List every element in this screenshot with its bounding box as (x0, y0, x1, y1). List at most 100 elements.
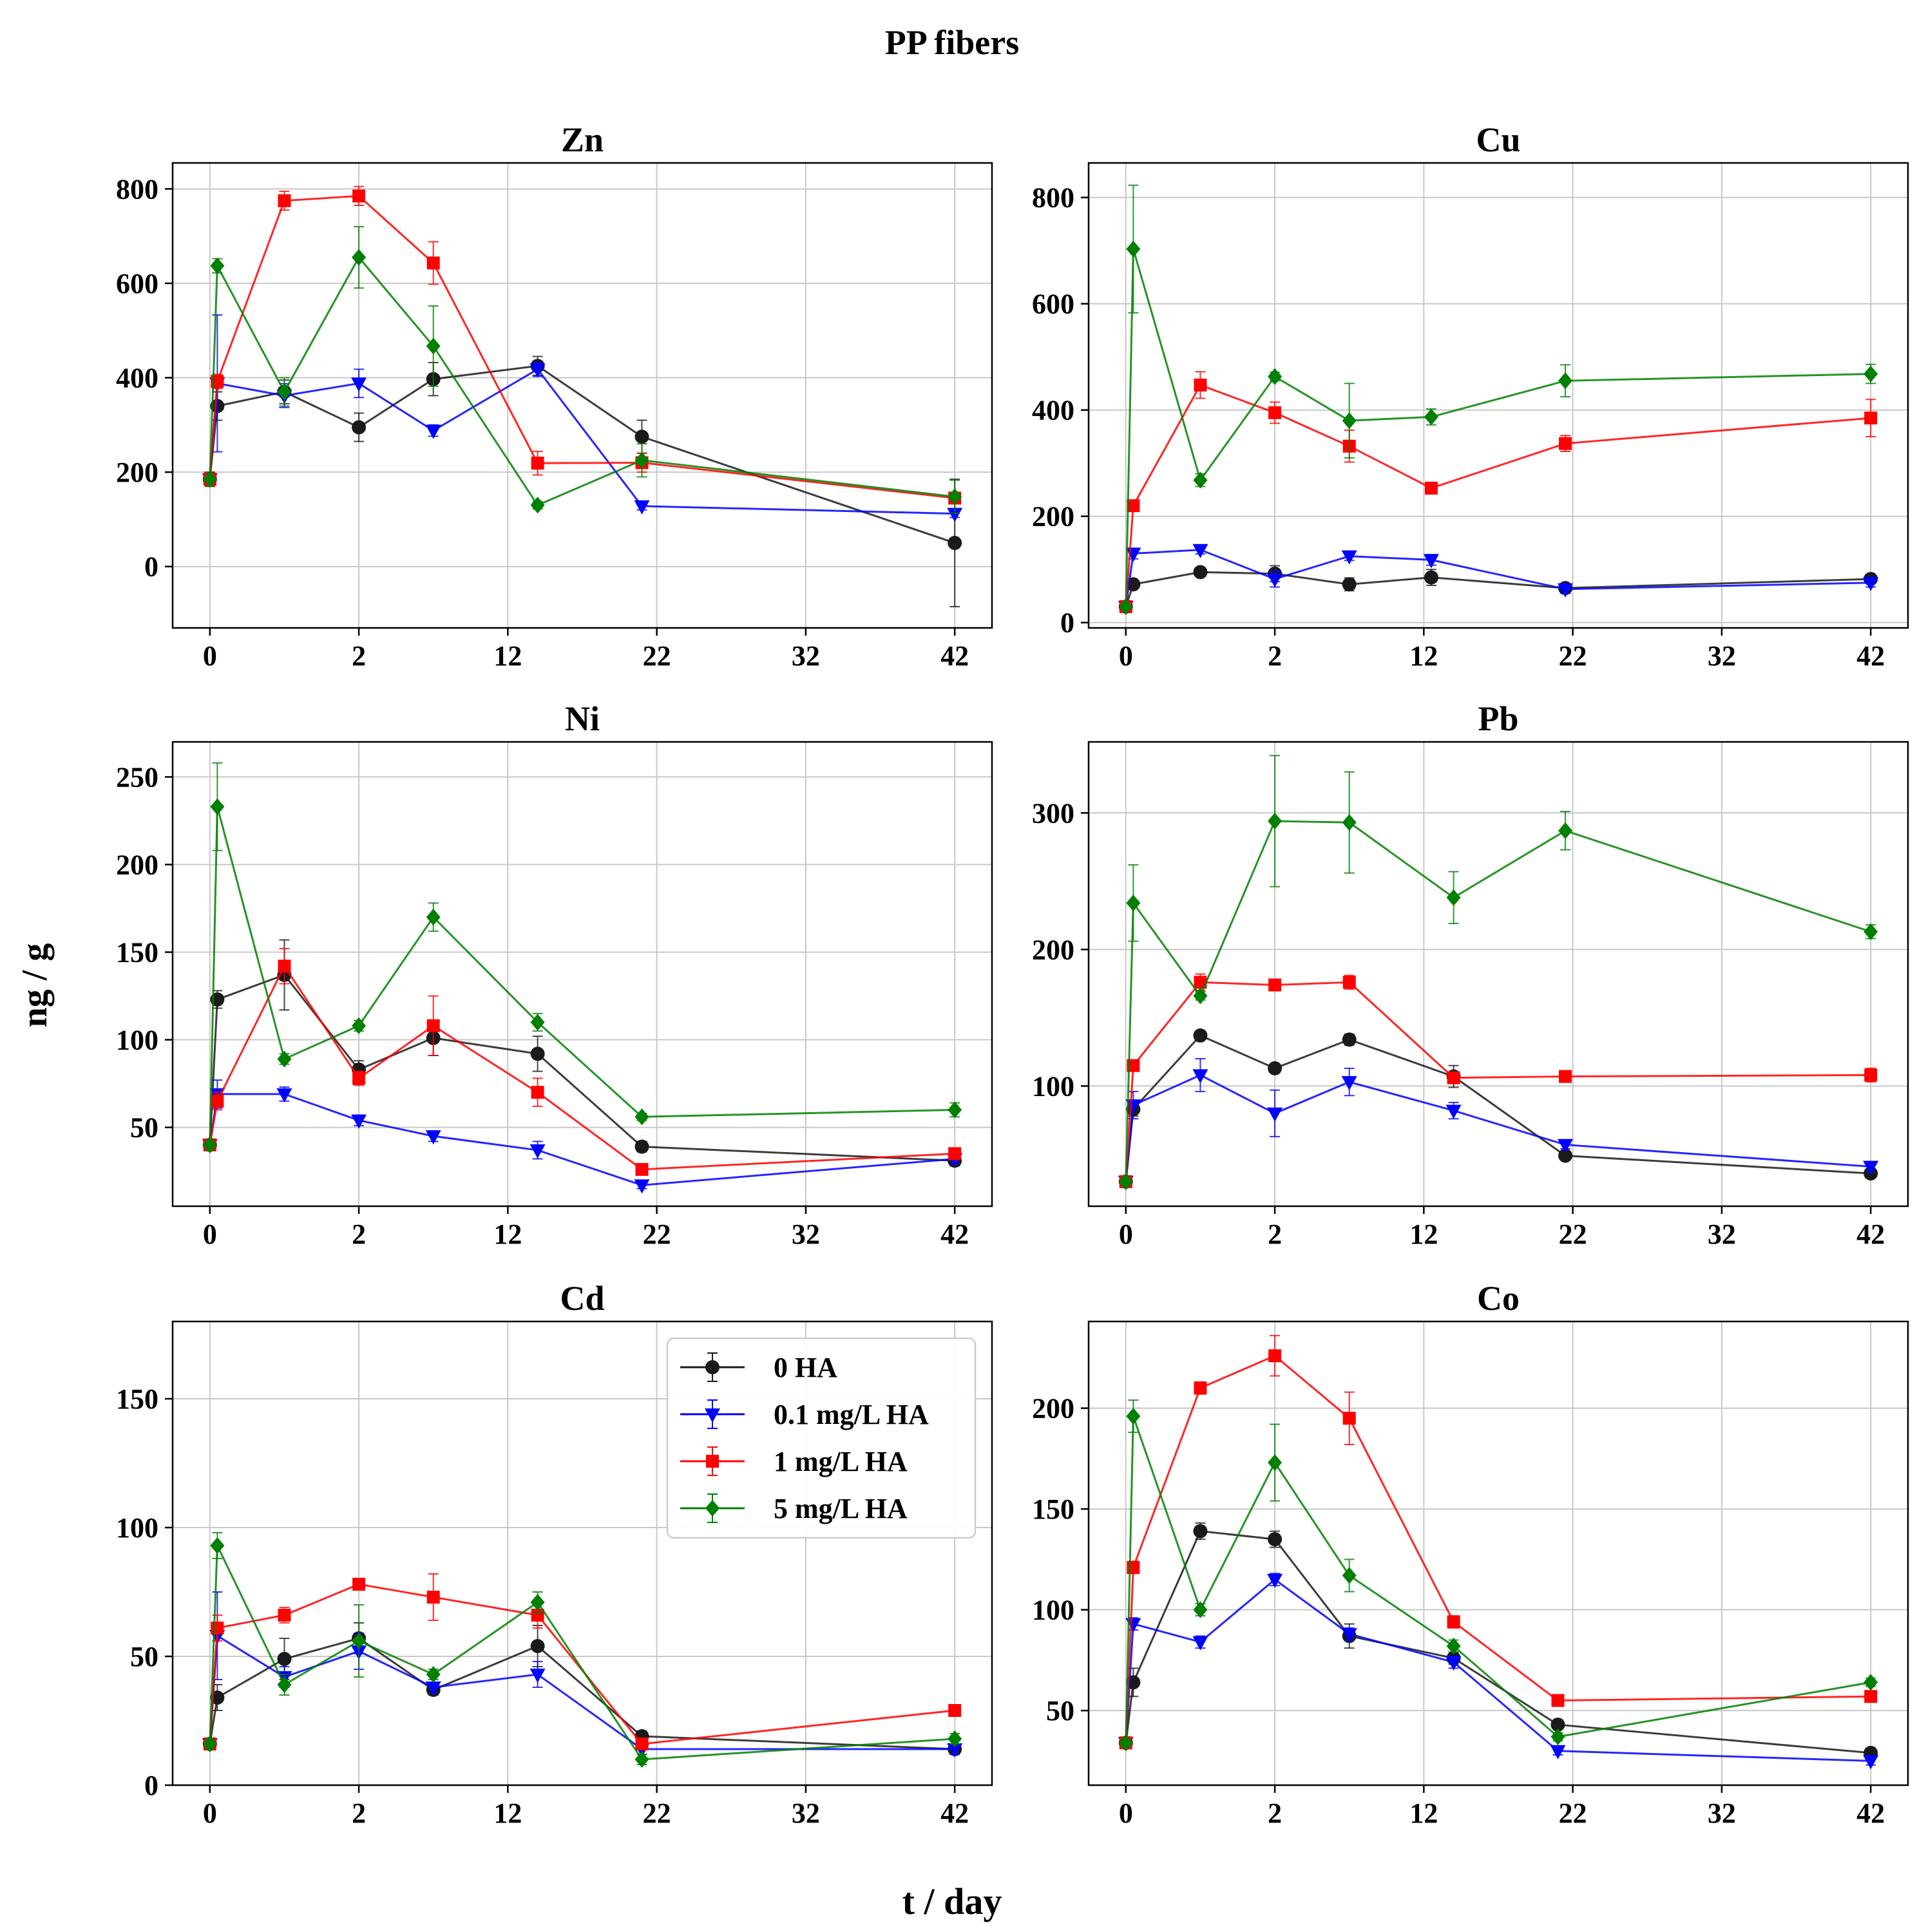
y-tick-label: 200 (1032, 1393, 1074, 1425)
legend-entry: 1 mg/L HA (680, 1446, 908, 1477)
axes-frame (171, 741, 993, 1208)
data-point (1559, 437, 1572, 450)
x-tick-label: 22 (1559, 640, 1587, 672)
y-tick-label: 600 (116, 268, 158, 299)
legend-label: 0.1 mg/L HA (774, 1399, 929, 1430)
data-point (1864, 1068, 1878, 1082)
data-point (1550, 1718, 1565, 1732)
data-point (425, 1130, 441, 1145)
series-line (209, 964, 955, 1171)
series-2 (1119, 371, 1878, 613)
data-point (1864, 1690, 1878, 1703)
legend-marker (705, 1500, 720, 1517)
subplot-cu: Cu 0 2 12 22 32 42 0 200 400 600 800 (1032, 120, 1909, 672)
data-point (1447, 1615, 1460, 1629)
data-point (1558, 1139, 1574, 1153)
series-3 (202, 1532, 962, 1768)
series-line (209, 1093, 955, 1186)
data-point (529, 363, 546, 378)
x-tick-label: 0 (1119, 1218, 1133, 1250)
data-point (352, 420, 367, 435)
data-point (1342, 577, 1357, 592)
y-tick-label: 0 (144, 551, 158, 583)
data-point (210, 257, 225, 274)
x-tick-label: 22 (1559, 1218, 1587, 1250)
data-point (1118, 1173, 1133, 1190)
data-point (1558, 1148, 1573, 1163)
data-point (278, 194, 291, 207)
y-tick-label: 100 (1032, 1595, 1074, 1626)
data-point (635, 1738, 649, 1750)
x-tick-label: 42 (940, 1218, 969, 1250)
data-point (1192, 1636, 1208, 1651)
data-point (1267, 1107, 1283, 1122)
series-1 (1118, 1573, 1879, 1770)
subplot-co: Co 0 2 12 22 32 42 50 100 150 200 (1032, 1279, 1909, 1829)
data-point (278, 1609, 291, 1622)
x-tick-label: 32 (1708, 1218, 1736, 1250)
data-point (634, 1179, 650, 1194)
y-tick-label: 50 (130, 1112, 158, 1144)
data-point (1126, 240, 1141, 258)
data-point (426, 1019, 440, 1032)
series-2 (203, 1573, 962, 1750)
data-point (1194, 1381, 1207, 1395)
x-tick-label: 22 (1559, 1797, 1587, 1829)
y-tick-label: 800 (116, 173, 158, 205)
data-point (1341, 1076, 1357, 1091)
data-point (210, 798, 225, 815)
data-point (1268, 1349, 1282, 1363)
series-line (1125, 1416, 1871, 1743)
series-line (1125, 249, 1871, 607)
data-point (1551, 1694, 1565, 1707)
data-point (1446, 889, 1461, 906)
legend-entry: 5 mg/L HA (680, 1493, 908, 1524)
x-tick-label: 32 (1708, 1797, 1736, 1829)
data-point (277, 1652, 292, 1666)
subplot-title: Zn (561, 120, 604, 159)
subplot-pb: Pb 0 2 12 22 32 42 100 200 300 (1032, 699, 1909, 1250)
x-axis-label: t / day (902, 1880, 1002, 1922)
data-point (352, 1017, 367, 1034)
x-tick-label: 2 (352, 1797, 366, 1829)
x-tick-label: 22 (643, 1797, 671, 1829)
x-tick-label: 12 (1409, 1797, 1438, 1829)
data-point (1126, 895, 1141, 912)
subplot-title: Pb (1478, 699, 1518, 738)
data-point (1268, 368, 1282, 385)
y-tick-label: 100 (1032, 1070, 1074, 1102)
y-tick-label: 300 (1032, 797, 1074, 829)
series-3 (1118, 1399, 1878, 1752)
x-tick-label: 2 (352, 1218, 366, 1250)
x-tick-label: 32 (792, 1797, 820, 1829)
series-1 (1118, 544, 1879, 615)
data-point (1341, 1628, 1357, 1643)
data-point (1342, 976, 1356, 989)
data-point (425, 424, 441, 439)
data-point (1863, 1755, 1879, 1770)
subplot-title: Cu (1476, 120, 1520, 159)
data-point (634, 1139, 649, 1154)
data-point (210, 1537, 225, 1554)
data-point (426, 1591, 440, 1604)
data-point (1424, 408, 1438, 426)
data-point (634, 451, 649, 469)
data-point (352, 189, 366, 203)
data-point (1268, 1532, 1282, 1547)
series-line (209, 365, 955, 544)
data-point (1194, 976, 1207, 989)
data-point (948, 1704, 962, 1717)
axes-frame (1087, 741, 1909, 1208)
data-point (1864, 923, 1878, 940)
data-point (351, 1114, 367, 1129)
data-point (351, 377, 367, 392)
y-tick-label: 0 (144, 1770, 158, 1801)
data-point (531, 1086, 544, 1099)
data-point (1558, 372, 1573, 390)
data-point (1193, 565, 1208, 580)
data-point (947, 1743, 963, 1757)
data-point (1446, 1638, 1461, 1654)
data-point (352, 1072, 366, 1085)
subplot-zn: Zn 0 2 12 22 32 42 0 200 400 600 800 (116, 120, 993, 672)
